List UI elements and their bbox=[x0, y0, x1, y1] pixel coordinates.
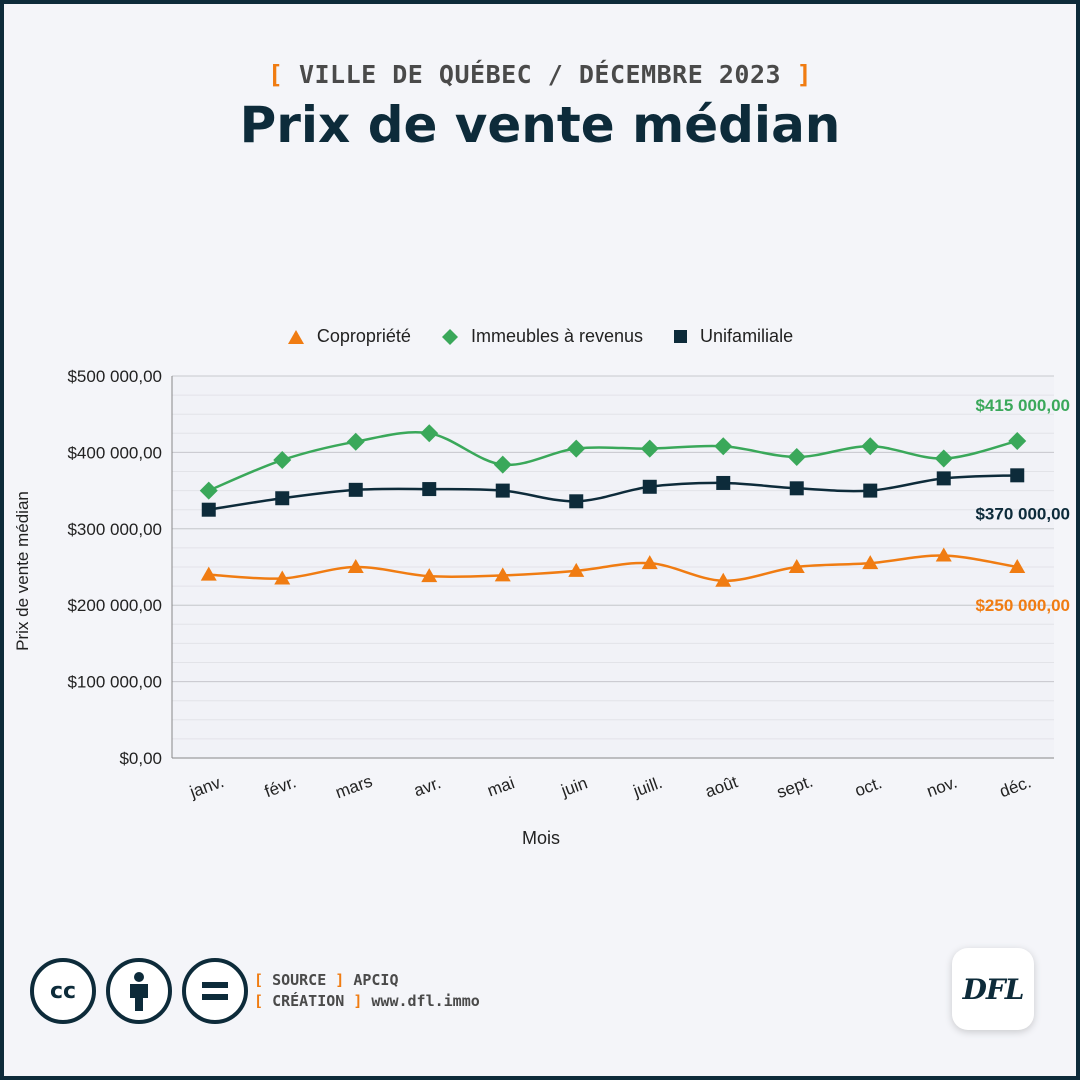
x-tick-label: mai bbox=[485, 773, 517, 800]
legend-item-immeubles: Immeubles à revenus bbox=[441, 326, 643, 347]
y-tick-label: $300 000,00 bbox=[67, 520, 162, 539]
x-tick-label: nov. bbox=[924, 773, 960, 801]
point-unifamiliale bbox=[936, 471, 951, 486]
point-immeubles bbox=[199, 481, 218, 500]
logo-text: DFL bbox=[962, 972, 1025, 1006]
point-copropriete bbox=[715, 572, 732, 587]
end-value-label-immeubles: $415 000,00 bbox=[975, 396, 1070, 415]
credits-block: [ SOURCE ] APCIQ [ CRÉATION ] www.dfl.im… bbox=[254, 970, 480, 1012]
y-axis-title: Prix de vente médian bbox=[13, 491, 32, 651]
point-copropriete bbox=[568, 562, 585, 577]
point-copropriete bbox=[200, 566, 217, 581]
kicker-bracket-close: ] bbox=[796, 60, 813, 89]
point-unifamiliale bbox=[1010, 468, 1025, 483]
point-immeubles bbox=[714, 437, 733, 456]
y-tick-label: $400 000,00 bbox=[67, 443, 162, 462]
x-tick-label: déc. bbox=[997, 772, 1034, 801]
diamond-marker-icon bbox=[441, 328, 458, 345]
chart-legend: Copropriété Immeubles à revenus Unifamil… bbox=[4, 326, 1076, 347]
point-immeubles bbox=[640, 439, 659, 458]
kicker-bracket-open: [ bbox=[267, 60, 284, 89]
creation-value[interactable]: www.dfl.immo bbox=[371, 992, 480, 1010]
x-axis-title: Mois bbox=[522, 828, 560, 848]
x-tick-label: févr. bbox=[262, 772, 299, 801]
point-immeubles bbox=[493, 455, 512, 474]
point-immeubles bbox=[787, 447, 806, 466]
legend-item-copropriete: Copropriété bbox=[287, 326, 411, 347]
legend-item-unifamiliale: Unifamiliale bbox=[673, 326, 793, 347]
point-immeubles bbox=[861, 437, 880, 456]
end-value-label-copropriete: $250 000,00 bbox=[975, 596, 1070, 615]
point-unifamiliale bbox=[422, 482, 437, 497]
creation-line: [ CRÉATION ] www.dfl.immo bbox=[254, 992, 480, 1010]
y-tick-label: $200 000,00 bbox=[67, 596, 162, 615]
point-unifamiliale bbox=[863, 483, 878, 498]
point-copropriete bbox=[641, 555, 658, 570]
kicker-text: VILLE DE QUÉBEC / DÉCEMBRE 2023 bbox=[298, 60, 782, 89]
point-immeubles bbox=[346, 432, 365, 451]
line-chart: $0,00 $100 000,00 $200 000,00 $300 000,00 $4… bbox=[13, 367, 1070, 848]
point-copropriete bbox=[421, 568, 438, 583]
y-tick-label: $500 000,00 bbox=[67, 367, 162, 386]
point-copropriete bbox=[862, 555, 879, 570]
point-copropriete bbox=[494, 567, 511, 582]
no-derivatives-equals-icon bbox=[182, 958, 248, 1024]
point-unifamiliale bbox=[569, 494, 584, 509]
dfl-logo: DFL bbox=[952, 948, 1034, 1030]
x-tick-label: janv. bbox=[186, 772, 226, 802]
subtitle-kicker: [ VILLE DE QUÉBEC / DÉCEMBRE 2023 ] bbox=[4, 60, 1076, 89]
source-line: [ SOURCE ] APCIQ bbox=[254, 971, 399, 989]
point-copropriete bbox=[788, 559, 805, 573]
point-immeubles bbox=[934, 449, 953, 468]
point-unifamiliale bbox=[348, 482, 363, 497]
point-immeubles bbox=[1008, 431, 1027, 450]
license-icons: cc bbox=[30, 958, 248, 1024]
x-tick-label: sept. bbox=[774, 772, 815, 802]
y-tick-label: $0,00 bbox=[119, 749, 162, 768]
point-immeubles bbox=[273, 451, 292, 470]
series-line-copropriete bbox=[208, 554, 1018, 583]
point-immeubles bbox=[420, 424, 439, 443]
creation-label: CRÉATION bbox=[272, 992, 345, 1010]
y-tick-label: $100 000,00 bbox=[67, 673, 162, 692]
source-label: SOURCE bbox=[272, 971, 327, 989]
point-copropriete bbox=[935, 547, 952, 562]
point-immeubles bbox=[567, 439, 586, 458]
legend-label-copropriete: Copropriété bbox=[316, 326, 411, 346]
source-value: APCIQ bbox=[353, 971, 399, 989]
x-tick-label: juin bbox=[558, 773, 590, 800]
end-value-label-unifamiliale: $370 000,00 bbox=[975, 504, 1070, 523]
point-unifamiliale bbox=[789, 481, 804, 496]
legend-label-unifamiliale: Unifamiliale bbox=[700, 326, 794, 346]
attribution-person-icon bbox=[106, 958, 172, 1024]
point-unifamiliale bbox=[642, 479, 657, 494]
point-unifamiliale bbox=[201, 502, 216, 517]
square-marker-icon bbox=[674, 330, 688, 343]
point-copropriete bbox=[347, 559, 364, 573]
x-tick-label: avr. bbox=[411, 773, 443, 800]
x-tick-label: mars bbox=[333, 771, 375, 802]
x-tick-label: juill. bbox=[630, 773, 665, 801]
point-unifamiliale bbox=[716, 475, 731, 490]
triangle-marker-icon bbox=[287, 329, 304, 344]
x-tick-label: oct. bbox=[852, 773, 884, 800]
creative-commons-icon: cc bbox=[30, 958, 96, 1024]
x-tick-label: août bbox=[703, 772, 741, 801]
point-unifamiliale bbox=[275, 491, 290, 506]
point-copropriete bbox=[274, 570, 291, 585]
point-copropriete bbox=[1009, 559, 1026, 573]
page-title: Prix de vente médian bbox=[239, 96, 841, 154]
point-unifamiliale bbox=[495, 483, 510, 498]
legend-label-immeubles: Immeubles à revenus bbox=[470, 326, 644, 346]
infographic-card: [ VILLE DE QUÉBEC / DÉCEMBRE 2023 ] Prix… bbox=[4, 4, 1076, 1076]
